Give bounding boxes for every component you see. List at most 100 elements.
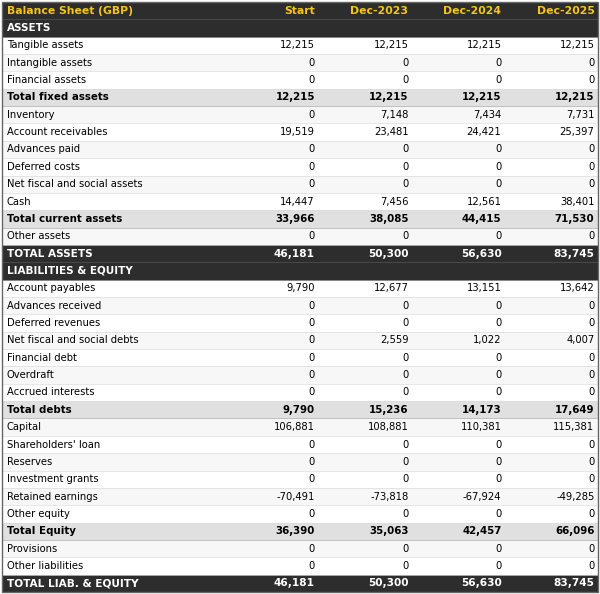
Text: 14,447: 14,447 (280, 197, 315, 207)
Text: 19,519: 19,519 (280, 127, 315, 137)
Text: 0: 0 (588, 162, 595, 172)
Text: 0: 0 (495, 544, 502, 554)
Text: 0: 0 (588, 474, 595, 484)
Text: 35,063: 35,063 (369, 526, 409, 536)
Text: 15,236: 15,236 (369, 405, 409, 415)
Text: 0: 0 (588, 370, 595, 380)
Text: 7,731: 7,731 (566, 110, 595, 120)
Text: 0: 0 (588, 231, 595, 241)
Text: 23,481: 23,481 (374, 127, 409, 137)
Text: 0: 0 (308, 318, 315, 328)
Text: 12,215: 12,215 (369, 93, 409, 102)
Text: 0: 0 (308, 144, 315, 154)
Text: 0: 0 (588, 457, 595, 467)
Text: Capital: Capital (7, 422, 42, 432)
Text: Account receivables: Account receivables (7, 127, 107, 137)
Text: Retained earnings: Retained earnings (7, 492, 98, 501)
Text: Reserves: Reserves (7, 457, 52, 467)
Text: 0: 0 (308, 509, 315, 519)
Text: 0: 0 (402, 58, 409, 68)
Text: 0: 0 (588, 179, 595, 189)
Text: Intangible assets: Intangible assets (7, 58, 92, 68)
Text: 12,215: 12,215 (466, 40, 502, 50)
Text: Dec-2025: Dec-2025 (536, 6, 595, 15)
Text: 0: 0 (495, 370, 502, 380)
Text: 0: 0 (308, 440, 315, 450)
Bar (2, 540, 598, 557)
Text: 0: 0 (495, 301, 502, 311)
Text: 0: 0 (402, 353, 409, 363)
Text: 9,790: 9,790 (283, 405, 315, 415)
Text: 38,085: 38,085 (369, 214, 409, 224)
Text: 115,381: 115,381 (553, 422, 595, 432)
Text: 0: 0 (588, 509, 595, 519)
Text: 2,559: 2,559 (380, 336, 409, 345)
Text: 0: 0 (495, 231, 502, 241)
Bar (2, 176, 598, 193)
Text: 0: 0 (402, 457, 409, 467)
Text: 0: 0 (402, 162, 409, 172)
Bar (2, 384, 598, 401)
Text: 83,745: 83,745 (554, 249, 595, 258)
Text: 12,215: 12,215 (280, 40, 315, 50)
Text: 0: 0 (588, 544, 595, 554)
Text: 0: 0 (308, 110, 315, 120)
Bar (2, 331, 598, 349)
Text: 0: 0 (308, 457, 315, 467)
Bar (2, 210, 598, 228)
Text: 0: 0 (402, 387, 409, 397)
Text: Deferred costs: Deferred costs (7, 162, 80, 172)
Text: 0: 0 (588, 144, 595, 154)
Text: Tangible assets: Tangible assets (7, 40, 83, 50)
Text: 0: 0 (588, 301, 595, 311)
Bar (2, 574, 598, 592)
Text: 0: 0 (495, 144, 502, 154)
Text: Other assets: Other assets (7, 231, 70, 241)
Text: 0: 0 (495, 440, 502, 450)
Text: 0: 0 (308, 474, 315, 484)
Text: 13,151: 13,151 (467, 283, 502, 293)
Text: Overdraft: Overdraft (7, 370, 55, 380)
Text: Shareholders' loan: Shareholders' loan (7, 440, 100, 450)
Text: 110,381: 110,381 (460, 422, 502, 432)
Text: 0: 0 (402, 75, 409, 85)
Text: 0: 0 (588, 58, 595, 68)
Bar (2, 523, 598, 540)
Text: -70,491: -70,491 (277, 492, 315, 501)
Text: 4,007: 4,007 (566, 336, 595, 345)
Text: Advances received: Advances received (7, 301, 101, 311)
Text: 12,215: 12,215 (275, 93, 315, 102)
Text: Account payables: Account payables (7, 283, 95, 293)
Text: 12,561: 12,561 (466, 197, 502, 207)
Text: Provisions: Provisions (7, 544, 57, 554)
Text: 0: 0 (308, 544, 315, 554)
Text: 7,148: 7,148 (380, 110, 409, 120)
Bar (2, 228, 598, 245)
Text: 0: 0 (588, 318, 595, 328)
Text: 12,215: 12,215 (373, 40, 409, 50)
Bar (2, 37, 598, 54)
Bar (2, 71, 598, 89)
Text: 50,300: 50,300 (368, 249, 409, 258)
Bar (2, 124, 598, 141)
Text: 0: 0 (402, 561, 409, 571)
Text: 0: 0 (495, 474, 502, 484)
Text: 0: 0 (588, 440, 595, 450)
Bar (2, 314, 598, 331)
Text: 24,421: 24,421 (467, 127, 502, 137)
Text: 0: 0 (588, 561, 595, 571)
Text: Inventory: Inventory (7, 110, 54, 120)
Text: 56,630: 56,630 (461, 249, 502, 258)
Text: 0: 0 (495, 162, 502, 172)
Bar (2, 89, 598, 106)
Text: 0: 0 (308, 179, 315, 189)
Text: 0: 0 (308, 301, 315, 311)
Text: 108,881: 108,881 (368, 422, 409, 432)
Text: 0: 0 (495, 58, 502, 68)
Text: 0: 0 (588, 353, 595, 363)
Text: Other equity: Other equity (7, 509, 70, 519)
Text: 33,966: 33,966 (275, 214, 315, 224)
Text: Net fiscal and social assets: Net fiscal and social assets (7, 179, 142, 189)
Text: 83,745: 83,745 (554, 579, 595, 588)
Text: 12,215: 12,215 (559, 40, 595, 50)
